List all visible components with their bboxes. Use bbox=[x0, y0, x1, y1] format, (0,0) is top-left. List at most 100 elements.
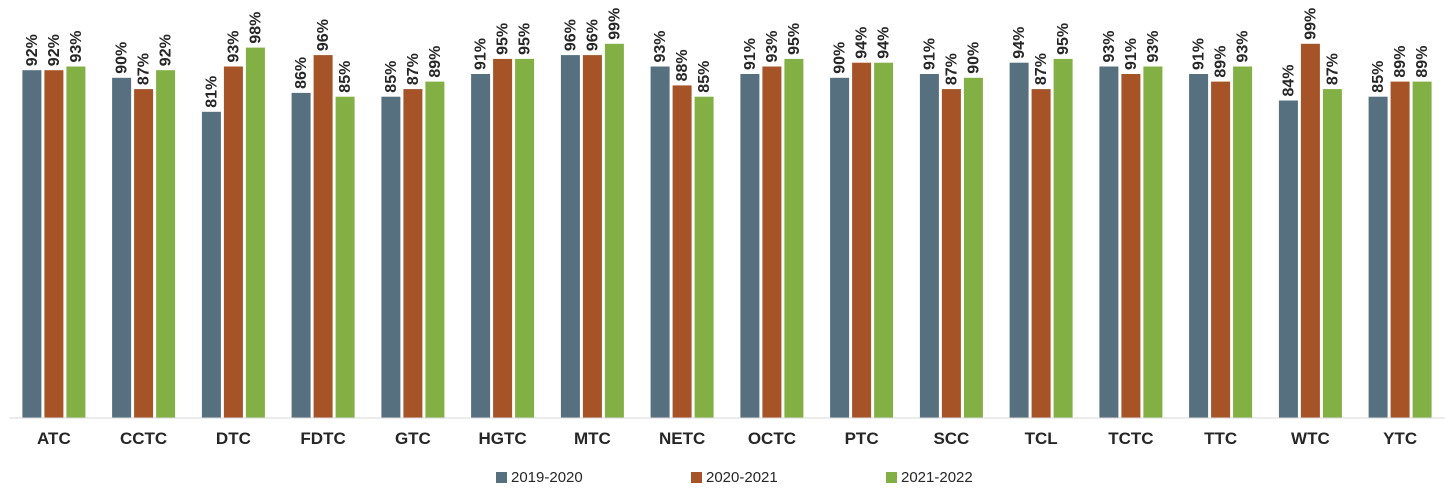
value-label-atc-2021-2022: 93% bbox=[68, 30, 85, 62]
value-label-tcl-2021-2022: 95% bbox=[1055, 23, 1072, 55]
value-label-netc-2020-2021: 88% bbox=[674, 49, 691, 81]
value-label-cctc-2019-2020: 90% bbox=[114, 42, 131, 74]
category-label-tcl: TCL bbox=[1025, 429, 1058, 448]
value-label-dtc-2021-2022: 98% bbox=[247, 12, 264, 44]
value-label-tcl-2019-2020: 94% bbox=[1011, 27, 1028, 59]
bar-wtc-2019-2020 bbox=[1278, 100, 1298, 418]
value-label-tcl-2020-2021: 87% bbox=[1033, 53, 1050, 85]
bar-atc-2021-2022 bbox=[66, 66, 86, 418]
value-label-mtc-2020-2021: 96% bbox=[584, 19, 601, 51]
bar-ytc-2020-2021 bbox=[1390, 81, 1410, 418]
bar-dtc-2020-2021 bbox=[223, 66, 243, 418]
value-label-wtc-2021-2022: 87% bbox=[1324, 53, 1341, 85]
bar-octc-2019-2020 bbox=[740, 74, 760, 418]
value-label-gtc-2019-2020: 85% bbox=[383, 61, 400, 93]
bar-fdtc-2019-2020 bbox=[291, 92, 311, 419]
bar-netc-2020-2021 bbox=[672, 85, 692, 419]
category-label-octc: OCTC bbox=[748, 429, 796, 448]
bar-hgtc-2020-2021 bbox=[493, 58, 513, 419]
category-label-ttc: TTC bbox=[1204, 429, 1237, 448]
bar-scc-2020-2021 bbox=[941, 89, 961, 418]
value-label-gtc-2021-2022: 89% bbox=[427, 46, 444, 78]
value-label-ytc-2021-2022: 89% bbox=[1414, 46, 1431, 78]
value-label-tctc-2019-2020: 93% bbox=[1101, 30, 1118, 62]
bar-atc-2019-2020 bbox=[22, 70, 42, 418]
bar-scc-2021-2022 bbox=[963, 77, 983, 419]
bar-gtc-2019-2020 bbox=[381, 96, 401, 418]
value-label-wtc-2020-2021: 99% bbox=[1302, 8, 1319, 40]
legend: 2019-2020 2020-2021 2021-2022 bbox=[496, 469, 973, 486]
value-label-dtc-2020-2021: 93% bbox=[225, 30, 242, 62]
value-label-octc-2019-2020: 91% bbox=[742, 38, 759, 70]
bar-fdtc-2021-2022 bbox=[335, 96, 355, 418]
bar-tctc-2020-2021 bbox=[1121, 74, 1141, 418]
value-label-atc-2020-2021: 92% bbox=[46, 34, 63, 66]
legend-swatch-2020-2021 bbox=[691, 472, 702, 483]
category-label-dtc: DTC bbox=[216, 429, 251, 448]
value-label-fdtc-2019-2020: 86% bbox=[293, 57, 310, 89]
category-label-hgtc: HGTC bbox=[479, 429, 527, 448]
bar-tcl-2020-2021 bbox=[1031, 89, 1051, 418]
value-label-ptc-2019-2020: 90% bbox=[832, 42, 849, 74]
bar-mtc-2020-2021 bbox=[582, 55, 602, 418]
value-label-netc-2021-2022: 85% bbox=[696, 61, 713, 93]
bar-cctc-2021-2022 bbox=[156, 70, 176, 418]
bar-fdtc-2020-2021 bbox=[313, 55, 333, 418]
category-label-mtc: MTC bbox=[574, 429, 611, 448]
value-label-ytc-2020-2021: 89% bbox=[1392, 46, 1409, 78]
category-label-wtc: WTC bbox=[1291, 429, 1330, 448]
bar-tcl-2021-2022 bbox=[1053, 58, 1073, 419]
bar-netc-2019-2020 bbox=[650, 66, 670, 418]
category-label-fdtc: FDTC bbox=[300, 429, 345, 448]
value-label-hgtc-2019-2020: 91% bbox=[473, 38, 490, 70]
value-label-fdtc-2021-2022: 85% bbox=[337, 61, 354, 93]
bar-ttc-2020-2021 bbox=[1211, 81, 1231, 418]
value-label-mtc-2019-2020: 96% bbox=[562, 19, 579, 51]
bar-gtc-2021-2022 bbox=[425, 81, 445, 418]
value-label-tctc-2021-2022: 93% bbox=[1145, 30, 1162, 62]
value-label-tctc-2020-2021: 91% bbox=[1123, 38, 1140, 70]
legend-swatch-2019-2020 bbox=[496, 472, 507, 483]
value-labels-layer: 92% 92% 93% 90% 87% 92% 81% 93% 98% 86% 96% 85% 85% 8… bbox=[24, 8, 1431, 108]
bar-cctc-2020-2021 bbox=[134, 89, 154, 418]
bar-ptc-2020-2021 bbox=[852, 62, 872, 418]
value-label-dtc-2019-2020: 81% bbox=[203, 76, 220, 108]
value-label-atc-2019-2020: 92% bbox=[24, 34, 41, 66]
bar-hgtc-2021-2022 bbox=[515, 58, 535, 419]
value-label-hgtc-2020-2021: 95% bbox=[495, 23, 512, 55]
value-label-mtc-2021-2022: 99% bbox=[606, 8, 623, 40]
bar-wtc-2021-2022 bbox=[1322, 89, 1342, 418]
category-labels-layer: ATC CCTC DTC FDTC GTC HGTC MTC NETC OCTC PTC SCC TC… bbox=[37, 429, 1417, 448]
value-label-ptc-2021-2022: 94% bbox=[876, 27, 893, 59]
bar-octc-2020-2021 bbox=[762, 66, 782, 418]
bar-ytc-2019-2020 bbox=[1368, 96, 1388, 418]
bar-octc-2021-2022 bbox=[784, 58, 804, 419]
bar-dtc-2021-2022 bbox=[245, 47, 265, 418]
value-label-ptc-2020-2021: 94% bbox=[854, 27, 871, 59]
bar-ptc-2021-2022 bbox=[874, 62, 894, 418]
bar-ttc-2019-2020 bbox=[1189, 74, 1209, 418]
bar-mtc-2021-2022 bbox=[604, 43, 624, 419]
value-label-scc-2020-2021: 87% bbox=[943, 53, 960, 85]
bar-tctc-2021-2022 bbox=[1143, 66, 1163, 418]
bar-wtc-2020-2021 bbox=[1300, 43, 1320, 419]
value-label-netc-2019-2020: 93% bbox=[652, 30, 669, 62]
category-label-ytc: YTC bbox=[1383, 429, 1417, 448]
value-label-scc-2019-2020: 91% bbox=[921, 38, 938, 70]
value-label-hgtc-2021-2022: 95% bbox=[517, 23, 534, 55]
value-label-cctc-2020-2021: 87% bbox=[136, 53, 153, 85]
category-label-atc: ATC bbox=[37, 429, 71, 448]
category-label-tctc: TCTC bbox=[1108, 429, 1153, 448]
bar-tctc-2019-2020 bbox=[1099, 66, 1119, 418]
value-label-scc-2021-2022: 90% bbox=[965, 42, 982, 74]
bar-tcl-2019-2020 bbox=[1009, 62, 1029, 418]
category-label-scc: SCC bbox=[933, 429, 969, 448]
bar-cctc-2019-2020 bbox=[112, 77, 132, 419]
bar-hgtc-2019-2020 bbox=[471, 74, 491, 418]
value-label-octc-2020-2021: 93% bbox=[764, 30, 781, 62]
bars-layer bbox=[22, 43, 1432, 419]
bar-scc-2019-2020 bbox=[919, 74, 939, 418]
bar-ttc-2021-2022 bbox=[1233, 66, 1253, 418]
value-label-ttc-2021-2022: 93% bbox=[1235, 30, 1252, 62]
